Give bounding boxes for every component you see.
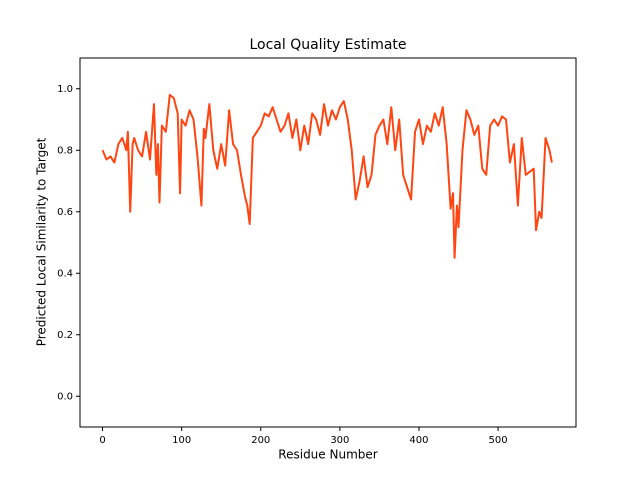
data-line bbox=[101, 93, 553, 259]
y-tick-label: 1.0 bbox=[57, 84, 73, 95]
y-tick-label: 0.0 bbox=[57, 391, 73, 402]
y-tick-label: 0.4 bbox=[57, 268, 73, 279]
x-tick-label: 200 bbox=[251, 435, 270, 446]
y-tick-label: 0.2 bbox=[57, 330, 73, 341]
plot-frame bbox=[79, 57, 577, 428]
y-tick-label: 0.8 bbox=[57, 145, 73, 156]
x-tick-label: 100 bbox=[172, 435, 191, 446]
y-axis-label: Predicted Local Similarity to Target bbox=[35, 137, 49, 346]
x-tick-label: 0 bbox=[99, 435, 105, 446]
chart-title: Local Quality Estimate bbox=[249, 37, 406, 53]
x-tick-label: 500 bbox=[489, 435, 508, 446]
x-tick-label: 400 bbox=[409, 435, 428, 446]
x-axis-label: Residue Number bbox=[278, 448, 377, 462]
y-tick-label: 0.6 bbox=[57, 207, 73, 218]
x-tick-label: 300 bbox=[330, 435, 349, 446]
